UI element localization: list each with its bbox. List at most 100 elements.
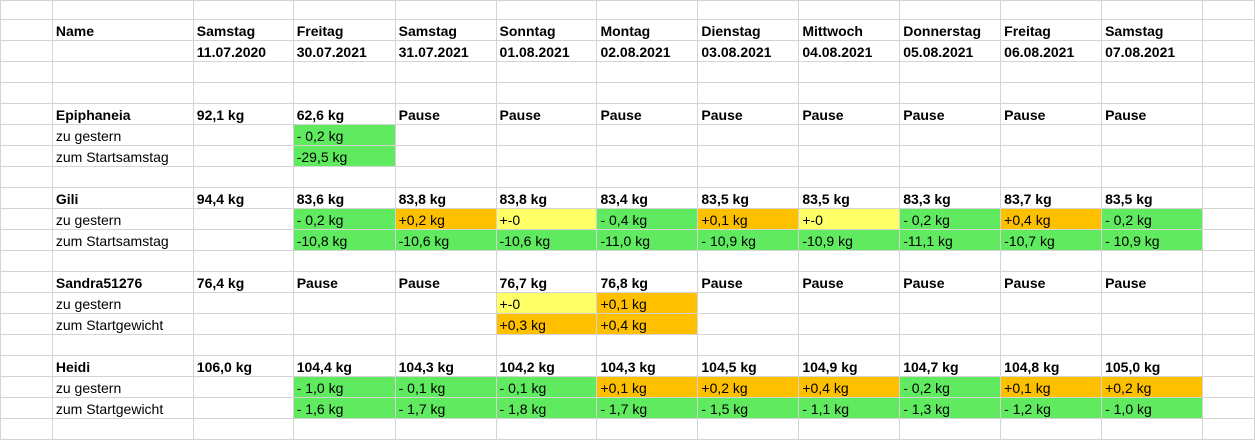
empty-cell[interactable] (798, 418, 901, 440)
empty-cell[interactable] (192, 376, 294, 398)
empty-cell[interactable] (192, 145, 294, 167)
empty-cell[interactable] (0, 292, 53, 314)
empty-cell[interactable] (596, 166, 699, 188)
empty-cell[interactable] (192, 166, 294, 188)
empty-cell[interactable] (192, 313, 294, 335)
empty-cell[interactable] (1202, 397, 1255, 419)
difference-cell[interactable]: +0,1 kg (596, 292, 699, 314)
empty-cell[interactable] (51, 0, 194, 20)
empty-cell[interactable] (697, 250, 800, 272)
empty-cell[interactable] (1202, 355, 1255, 377)
difference-cell[interactable]: - 0,1 kg (495, 376, 598, 398)
empty-cell[interactable] (596, 0, 699, 20)
weight-cell[interactable]: 92,1 kg (192, 103, 294, 125)
weight-cell[interactable]: 104,3 kg (596, 355, 699, 377)
empty-cell[interactable] (596, 82, 699, 104)
difference-cell[interactable]: -11,0 kg (596, 229, 699, 251)
empty-cell[interactable] (192, 0, 294, 20)
person-name[interactable]: Gili (51, 187, 194, 209)
weight-cell[interactable]: 104,3 kg (394, 355, 497, 377)
difference-cell[interactable]: -11,1 kg (899, 229, 1002, 251)
empty-cell[interactable] (192, 334, 294, 356)
empty-cell[interactable] (1000, 166, 1103, 188)
weight-cell[interactable]: Pause (798, 271, 901, 293)
empty-cell[interactable] (495, 0, 598, 20)
empty-cell[interactable] (899, 61, 1002, 83)
empty-cell[interactable] (596, 124, 699, 146)
empty-cell[interactable] (0, 313, 53, 335)
empty-cell[interactable] (0, 334, 53, 356)
weight-cell[interactable]: 83,6 kg (292, 187, 396, 209)
empty-cell[interactable] (697, 124, 800, 146)
difference-cell[interactable]: -10,6 kg (394, 229, 497, 251)
empty-cell[interactable] (0, 103, 53, 125)
empty-cell[interactable] (1202, 208, 1255, 230)
difference-cell[interactable]: +0,2 kg (394, 208, 497, 230)
date-header[interactable]: 30.07.2021 (292, 40, 396, 62)
empty-cell[interactable] (0, 397, 53, 419)
empty-cell[interactable] (1101, 61, 1204, 83)
empty-cell[interactable] (0, 0, 53, 20)
empty-cell[interactable] (596, 61, 699, 83)
weight-cell[interactable]: 83,5 kg (798, 187, 901, 209)
difference-cell[interactable]: - 1,7 kg (394, 397, 497, 419)
difference-cell[interactable]: +-0 (495, 208, 598, 230)
empty-cell[interactable] (0, 145, 53, 167)
difference-cell[interactable]: -10,7 kg (1000, 229, 1103, 251)
empty-cell[interactable] (1202, 334, 1255, 356)
difference-cell[interactable]: +0,4 kg (1000, 208, 1103, 230)
empty-cell[interactable] (1000, 418, 1103, 440)
empty-cell[interactable] (899, 82, 1002, 104)
difference-cell[interactable]: +0,4 kg (596, 313, 699, 335)
date-header[interactable]: 03.08.2021 (697, 40, 800, 62)
weekday-header[interactable]: Mittwoch (798, 19, 901, 41)
weight-cell[interactable]: 83,8 kg (394, 187, 497, 209)
empty-cell[interactable] (1101, 334, 1204, 356)
empty-cell[interactable] (1000, 145, 1103, 167)
difference-cell[interactable]: - 0,1 kg (394, 376, 497, 398)
difference-label[interactable]: zum Startsamstag (51, 145, 194, 167)
weight-cell[interactable]: 62,6 kg (292, 103, 396, 125)
empty-cell[interactable] (0, 40, 53, 62)
empty-cell[interactable] (51, 82, 194, 104)
empty-cell[interactable] (495, 124, 598, 146)
empty-cell[interactable] (1202, 376, 1255, 398)
date-header[interactable]: 06.08.2021 (1000, 40, 1103, 62)
weight-cell[interactable]: 104,9 kg (798, 355, 901, 377)
empty-cell[interactable] (51, 40, 194, 62)
empty-cell[interactable] (1000, 313, 1103, 335)
weight-cell[interactable]: 104,8 kg (1000, 355, 1103, 377)
weight-cell[interactable]: Pause (1101, 103, 1204, 125)
empty-cell[interactable] (1000, 82, 1103, 104)
empty-cell[interactable] (1202, 40, 1255, 62)
empty-cell[interactable] (292, 166, 396, 188)
empty-cell[interactable] (495, 145, 598, 167)
empty-cell[interactable] (394, 334, 497, 356)
empty-cell[interactable] (697, 145, 800, 167)
empty-cell[interactable] (192, 124, 294, 146)
empty-cell[interactable] (1202, 82, 1255, 104)
empty-cell[interactable] (495, 334, 598, 356)
empty-cell[interactable] (192, 418, 294, 440)
empty-cell[interactable] (899, 124, 1002, 146)
weekday-header[interactable]: Samstag (192, 19, 294, 41)
weight-cell[interactable]: 83,4 kg (596, 187, 699, 209)
weight-cell[interactable]: 83,7 kg (1000, 187, 1103, 209)
weekday-header[interactable]: Freitag (292, 19, 396, 41)
empty-cell[interactable] (394, 292, 497, 314)
empty-cell[interactable] (899, 418, 1002, 440)
empty-cell[interactable] (495, 418, 598, 440)
empty-cell[interactable] (495, 166, 598, 188)
weight-cell[interactable]: 83,3 kg (899, 187, 1002, 209)
difference-cell[interactable]: +0,2 kg (697, 376, 800, 398)
empty-cell[interactable] (798, 145, 901, 167)
empty-cell[interactable] (1202, 124, 1255, 146)
empty-cell[interactable] (798, 313, 901, 335)
empty-cell[interactable] (292, 61, 396, 83)
empty-cell[interactable] (1202, 145, 1255, 167)
difference-cell[interactable]: +0,1 kg (697, 208, 800, 230)
empty-cell[interactable] (1202, 187, 1255, 209)
weight-cell[interactable]: Pause (697, 103, 800, 125)
difference-label[interactable]: zu gestern (51, 208, 194, 230)
difference-cell[interactable]: - 0,2 kg (292, 208, 396, 230)
